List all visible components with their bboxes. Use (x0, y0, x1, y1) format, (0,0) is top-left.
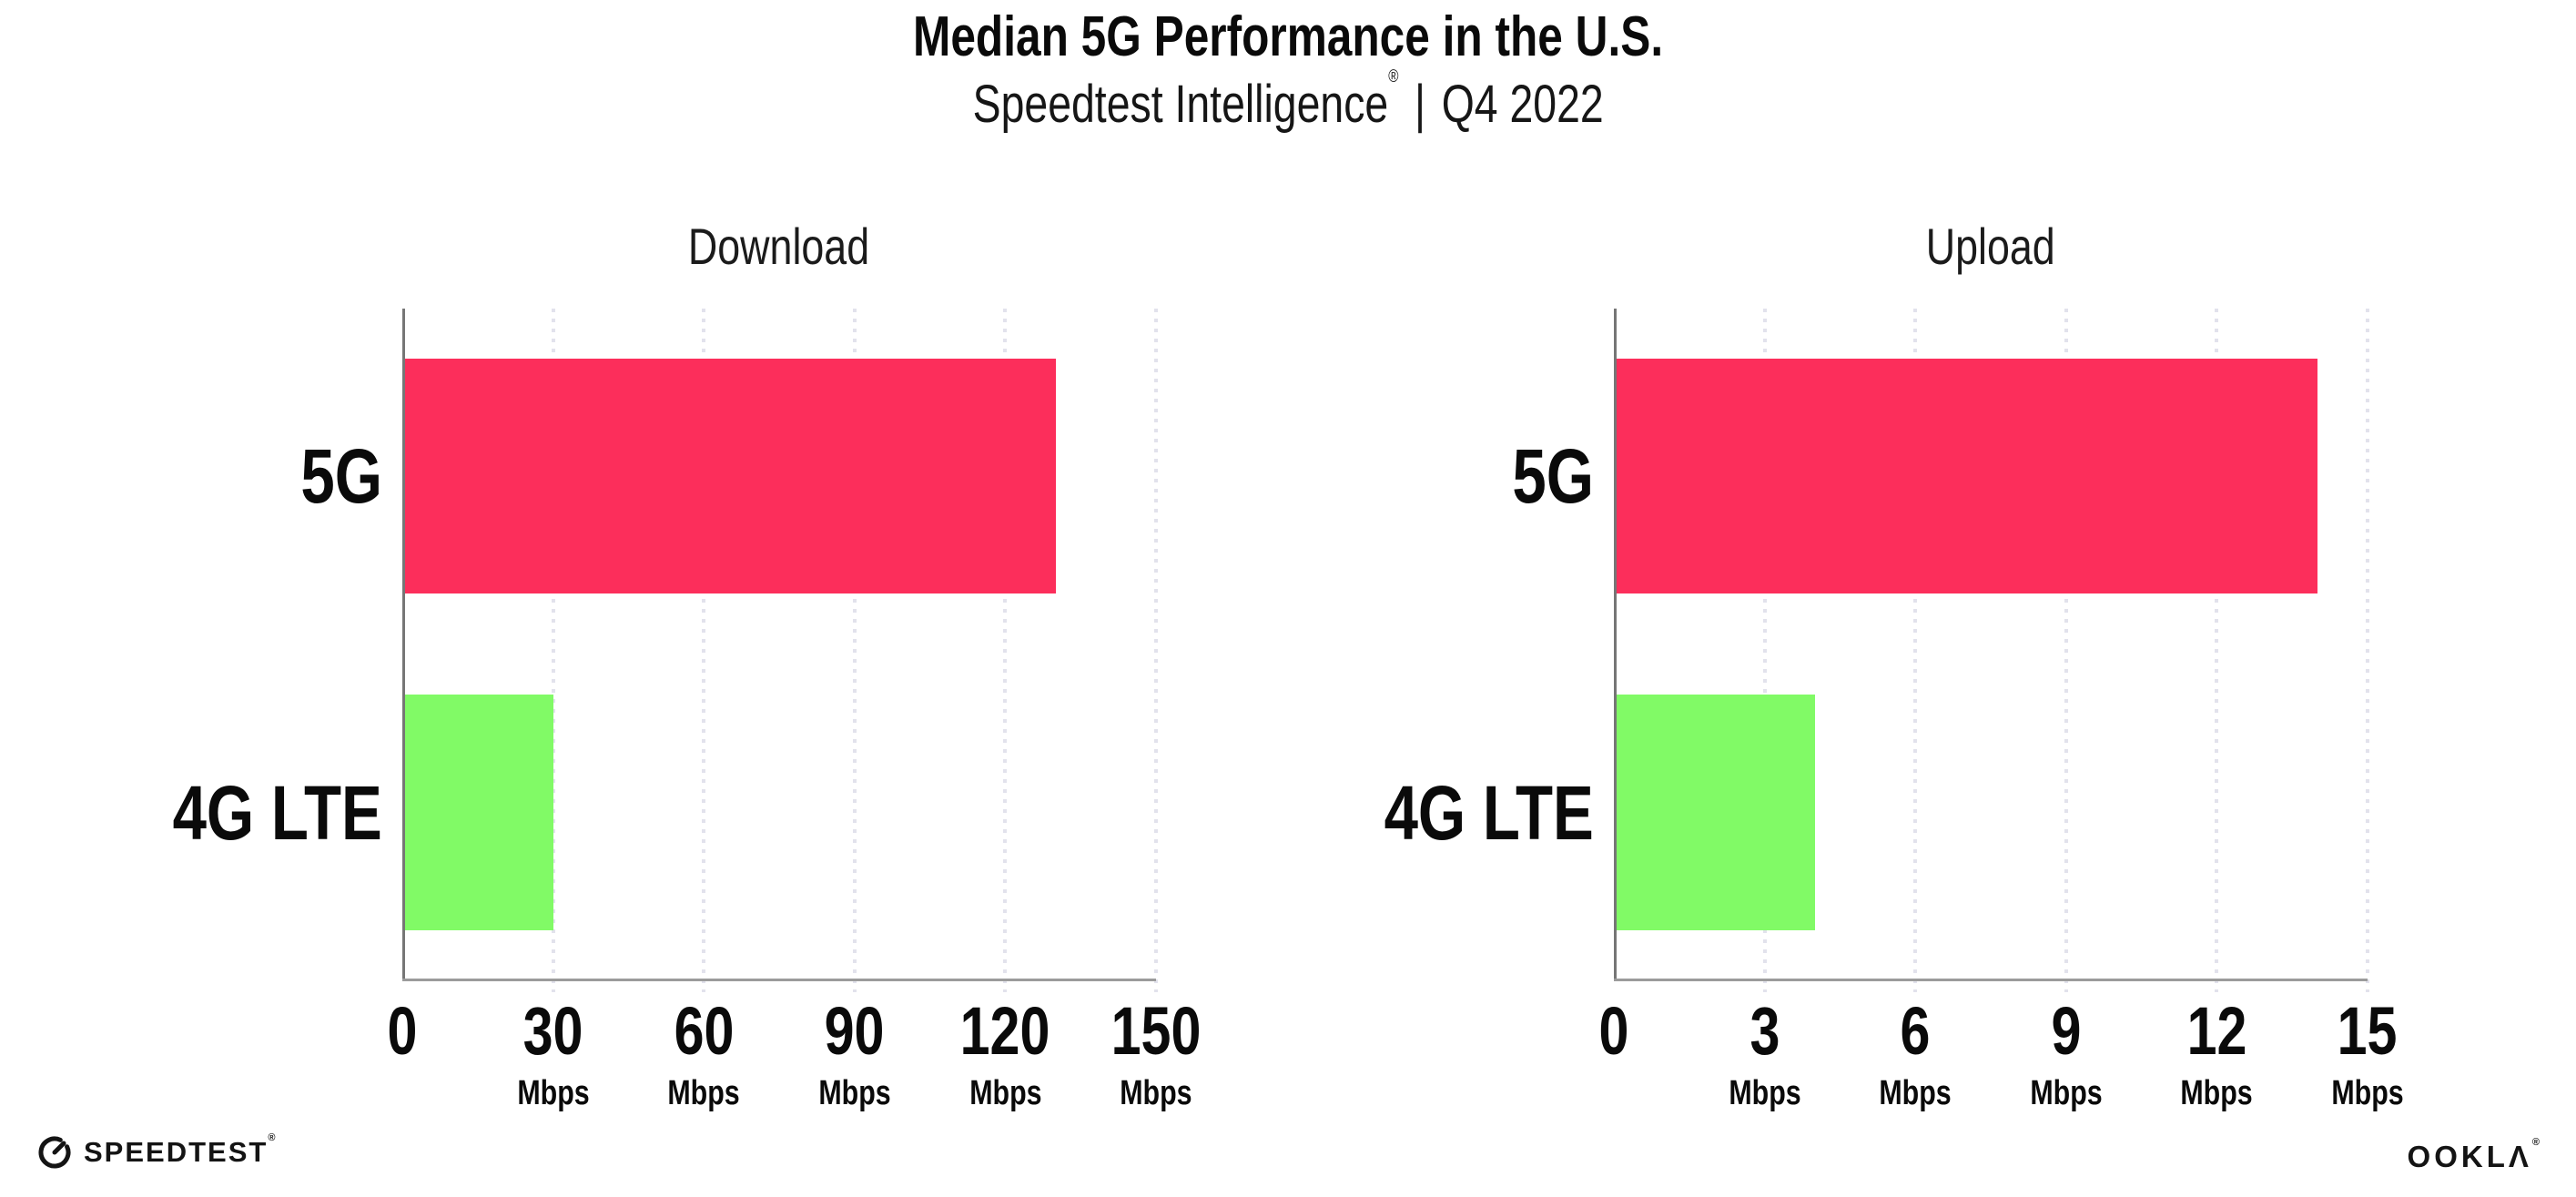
tick-value: 120 (960, 993, 1050, 1069)
speedtest-logo: SPEEDTEST® (36, 1131, 276, 1171)
x-tick-upload-3: 3 Mbps (1719, 998, 1810, 1111)
gridline (551, 309, 555, 992)
subtitle-period: Q4 2022 (1441, 75, 1604, 135)
x-tick-upload-6: 6 Mbps (1871, 998, 1961, 1111)
tick-unit: Mbps (1120, 1074, 1192, 1112)
upload-left-axis-line (1614, 309, 1617, 981)
x-tick-download-150: 150 Mbps (1100, 998, 1212, 1111)
x-tick-download-120: 120 Mbps (949, 998, 1061, 1111)
tick-value: 6 (1900, 993, 1931, 1069)
registered-mark: ® (1388, 67, 1399, 87)
bar-4g-lte-upload (1614, 695, 1815, 930)
x-tick-download-0: 0 (383, 998, 421, 1065)
subtitle-separator: | (1414, 75, 1425, 135)
tick-value: 60 (674, 993, 735, 1069)
x-tick-download-90: 90 Mbps (809, 998, 899, 1111)
upload-plot-area (1614, 309, 2369, 992)
category-label-4g-lte: 4G LTE (172, 769, 382, 856)
category-label-4g-lte: 4G LTE (1384, 769, 1594, 856)
gridline (2215, 309, 2219, 992)
upload-y-axis-labels: 5G 4G LTE (1330, 309, 1594, 981)
main-title-text: Median 5G Performance in the U.S. (912, 5, 1664, 68)
tick-unit: Mbps (2331, 1074, 2404, 1112)
gridline (702, 309, 706, 992)
chart-header: Median 5G Performance in the U.S. Speedt… (0, 5, 2576, 135)
tick-value: 150 (1111, 993, 1202, 1069)
tick-value: 3 (1749, 993, 1780, 1069)
tick-value: 9 (2051, 993, 2082, 1069)
gridline (1154, 309, 1158, 992)
upload-bottom-axis-line (1614, 979, 2368, 981)
tick-unit: Mbps (1879, 1074, 1952, 1112)
x-tick-download-60: 60 Mbps (659, 998, 749, 1111)
x-tick-upload-12: 12 Mbps (2172, 998, 2262, 1111)
download-chart-panel: Download 5G 4G LTE 0 30 Mbps 60 Mbps 90 Mbps 120… (118, 0, 1211, 1197)
tick-unit: Mbps (818, 1074, 891, 1112)
bar-5g-upload (1614, 358, 2317, 594)
tick-unit: Mbps (969, 1074, 1042, 1112)
speedtest-registered-mark: ® (268, 1131, 276, 1143)
tick-unit: Mbps (2030, 1074, 2103, 1112)
upload-x-axis-ticks: 0 3 Mbps 6 Mbps 9 Mbps 12 Mbps 15 Mbps (1599, 998, 2404, 1134)
bar-4g-lte-download (402, 695, 553, 930)
speedtest-wordmark: SPEEDTEST® (84, 1131, 276, 1168)
download-plot-area (402, 309, 1158, 992)
gridline (1762, 309, 1767, 992)
download-bottom-axis-line (402, 979, 1156, 981)
ookla-wordmark: OOKLΛ® (2407, 1136, 2540, 1173)
download-y-axis-labels: 5G 4G LTE (118, 309, 382, 981)
tick-unit: Mbps (1728, 1074, 1801, 1112)
category-label-5g: 5G (1512, 433, 1594, 520)
ookla-logo: OOKLΛ® (2407, 1136, 2540, 1174)
subtitle-product: Speedtest Intelligence (972, 75, 1389, 135)
y-category-cell: 4G LTE (1330, 645, 1594, 982)
subtitle: Speedtest Intelligence® | Q4 2022 (0, 67, 2576, 135)
tick-value: 30 (522, 993, 583, 1069)
tick-unit: Mbps (516, 1074, 590, 1112)
tick-value: 90 (824, 993, 885, 1069)
gridline (2366, 309, 2369, 992)
speedtest-gauge-icon (38, 1136, 71, 1169)
y-category-cell: 5G (1330, 309, 1594, 645)
download-chart-title: Download (688, 218, 870, 275)
upload-chart-panel: Upload 5G 4G LTE 0 3 Mbps 6 Mbps 9 Mbps 12 Mbps 15… (1330, 0, 2422, 1197)
y-category-cell: 4G LTE (118, 645, 382, 982)
x-tick-download-30: 30 Mbps (508, 998, 598, 1111)
tick-value: 0 (387, 993, 418, 1069)
category-label-5g: 5G (300, 433, 382, 520)
tick-unit: Mbps (2180, 1074, 2254, 1112)
gridline (1913, 309, 1918, 992)
y-category-cell: 5G (118, 309, 382, 645)
ookla-registered-mark: ® (2531, 1136, 2540, 1148)
tick-value: 0 (1598, 993, 1629, 1069)
bar-5g-download (402, 358, 1056, 594)
gridline (852, 309, 857, 992)
tick-unit: Mbps (667, 1074, 740, 1112)
download-left-axis-line (402, 309, 405, 981)
tick-value: 12 (2186, 993, 2247, 1069)
x-tick-upload-15: 15 Mbps (2322, 998, 2412, 1111)
upload-chart-title: Upload (1926, 218, 2055, 275)
x-tick-upload-0: 0 (1595, 998, 1632, 1065)
main-title: Median 5G Performance in the U.S. (0, 5, 2576, 68)
gridline (1003, 309, 1008, 992)
download-x-axis-ticks: 0 30 Mbps 60 Mbps 90 Mbps 120 Mbps 150 Mbps (388, 998, 1202, 1134)
tick-value: 15 (2338, 993, 2398, 1069)
x-tick-upload-9: 9 Mbps (2021, 998, 2111, 1111)
gridline (2064, 309, 2068, 992)
